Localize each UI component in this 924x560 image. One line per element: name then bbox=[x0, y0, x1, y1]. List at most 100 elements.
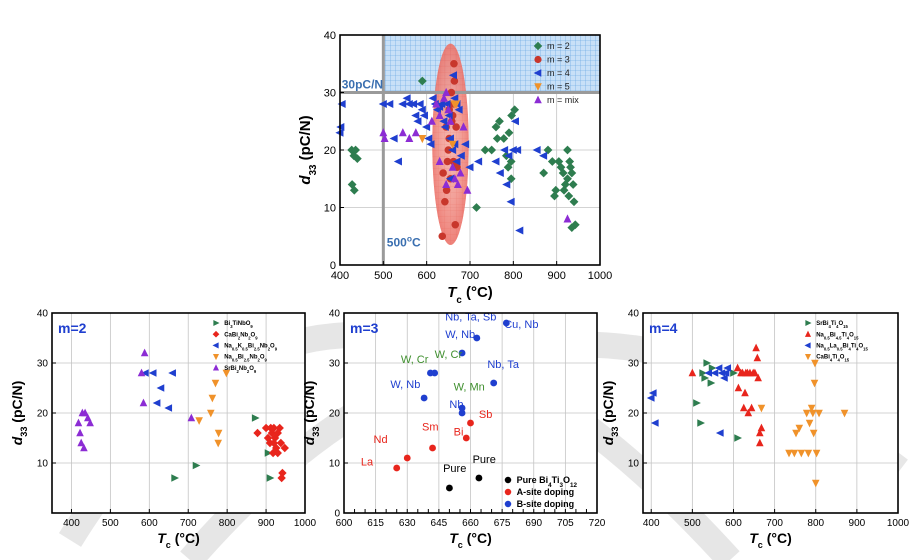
data-point bbox=[398, 128, 407, 137]
point-label: Nd bbox=[374, 434, 388, 446]
data-point bbox=[757, 423, 766, 432]
x-axis-label: Tc (°C) bbox=[447, 284, 493, 306]
data-point bbox=[77, 438, 85, 447]
data-point bbox=[809, 409, 817, 418]
series-m-2 bbox=[347, 76, 580, 233]
point-label: Sb bbox=[479, 409, 492, 421]
legend-label: Na0.5Bi4.5Ti4O15 bbox=[816, 332, 859, 340]
data-point bbox=[276, 438, 286, 448]
data-point bbox=[461, 140, 470, 149]
x-tick-label: 800 bbox=[807, 518, 824, 529]
data-point bbox=[495, 116, 504, 126]
series-srbi2nb2o9 bbox=[74, 348, 196, 452]
data-point bbox=[419, 111, 428, 120]
data-point bbox=[352, 154, 362, 164]
data-point bbox=[502, 180, 511, 189]
x-tick-label: 615 bbox=[367, 518, 384, 529]
data-point bbox=[456, 151, 465, 160]
point-label: W, Cr bbox=[435, 349, 463, 361]
legend-marker bbox=[534, 55, 542, 64]
data-point bbox=[378, 100, 387, 108]
x-tick-label: 700 bbox=[180, 518, 197, 529]
series-cabi2nb2o9 bbox=[253, 423, 289, 483]
series-na0-5k0-5bi2-5nb2o9 bbox=[141, 369, 176, 412]
data-point bbox=[152, 399, 161, 407]
data-point bbox=[450, 94, 459, 103]
x-tick-label: 705 bbox=[557, 518, 574, 529]
legend-label: CaBi2Nb2O9 bbox=[224, 332, 258, 340]
data-point bbox=[168, 369, 176, 377]
legend-label: m = 2 bbox=[547, 41, 570, 51]
data-point bbox=[510, 105, 520, 115]
x-tick-label: 600 bbox=[417, 270, 435, 282]
data-point bbox=[450, 77, 459, 85]
x-tick-label: 1000 bbox=[294, 518, 317, 529]
data-point bbox=[491, 157, 500, 166]
data-point bbox=[563, 145, 572, 155]
data-point bbox=[269, 423, 279, 433]
x-tick-label: 1000 bbox=[887, 518, 910, 529]
y-tick-label: 20 bbox=[329, 409, 341, 420]
data-point bbox=[148, 369, 157, 377]
data-point bbox=[506, 197, 515, 206]
data-point bbox=[273, 428, 282, 438]
data-point bbox=[547, 157, 557, 166]
data-point bbox=[442, 186, 451, 195]
data-point bbox=[448, 140, 457, 149]
legend-marker bbox=[504, 476, 512, 484]
data-point bbox=[812, 449, 821, 458]
data-point bbox=[508, 146, 517, 154]
x-tick-label: 800 bbox=[504, 270, 522, 282]
point-label: W, Mn bbox=[454, 382, 485, 394]
x-tick-label: 675 bbox=[494, 518, 511, 529]
legend-marker bbox=[212, 353, 220, 361]
annotation: 500oC bbox=[387, 234, 421, 250]
panel-label: m=3 bbox=[350, 320, 379, 336]
data-point bbox=[539, 151, 548, 160]
x-tick-label: 900 bbox=[547, 270, 565, 282]
data-point bbox=[411, 128, 420, 137]
data-point bbox=[164, 404, 173, 412]
x-tick-label: 500 bbox=[374, 270, 392, 282]
data-point bbox=[747, 403, 756, 412]
data-point bbox=[439, 169, 447, 177]
annotation: 30pC/N bbox=[342, 77, 383, 91]
x-tick-label: 660 bbox=[462, 518, 479, 529]
data-point bbox=[448, 162, 457, 171]
x-axis-label: Tc (°C) bbox=[449, 530, 492, 550]
series-m-mix bbox=[379, 87, 572, 223]
data-point bbox=[459, 122, 468, 131]
data-point bbox=[717, 369, 726, 377]
legend-marker bbox=[804, 330, 812, 337]
data-point bbox=[474, 157, 483, 166]
point-label: W, Nb bbox=[445, 329, 475, 341]
legend: m = 2 m = 3 m = 4 m = 5 m = mix bbox=[533, 41, 579, 105]
data-point bbox=[214, 429, 223, 438]
legend-marker bbox=[533, 41, 543, 51]
data-point bbox=[80, 443, 88, 452]
x-tick-label: 600 bbox=[725, 518, 742, 529]
data-point bbox=[811, 479, 820, 488]
data-point bbox=[559, 185, 569, 195]
data-point bbox=[558, 168, 568, 178]
data-point bbox=[277, 473, 286, 483]
data-point bbox=[648, 389, 657, 397]
data-point bbox=[567, 168, 577, 178]
data-point bbox=[393, 464, 401, 472]
data-point bbox=[187, 413, 196, 422]
x-tick-label: 600 bbox=[336, 518, 353, 529]
data-point bbox=[448, 146, 457, 154]
data-point bbox=[506, 174, 516, 184]
data-point bbox=[504, 128, 514, 138]
data-point bbox=[404, 100, 413, 108]
data-point bbox=[445, 134, 454, 143]
x-tick-label: 400 bbox=[63, 518, 80, 529]
data-point bbox=[269, 438, 279, 448]
data-point bbox=[450, 59, 458, 68]
overview-chart: 400 500 600 700 800 900 1000 0 10 20 30 40 Tc (°C) d3… bbox=[297, 30, 612, 306]
data-point bbox=[688, 368, 697, 377]
x-tick-label: 900 bbox=[258, 518, 275, 529]
data-point bbox=[790, 449, 799, 458]
